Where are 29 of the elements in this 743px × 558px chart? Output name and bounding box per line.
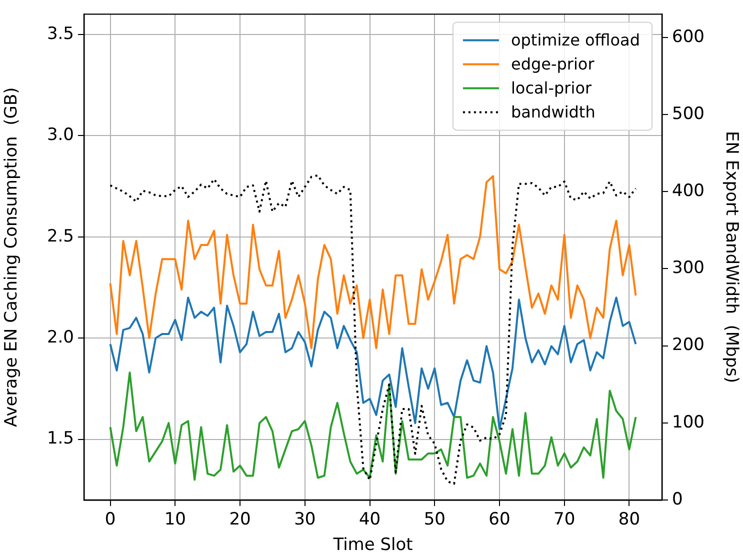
- x-tick-label: 80: [618, 510, 640, 530]
- x-tick-label: 20: [229, 510, 251, 530]
- y2-tick-label: 0: [672, 489, 683, 510]
- legend-label: local-prior: [510, 78, 592, 98]
- y-tick-label: 2.0: [46, 327, 74, 348]
- y-axis-title: Average EN Caching Consumption (GB): [2, 87, 22, 427]
- y-tick-label: 3.5: [46, 24, 74, 44]
- y2-axis-title: EN Export BandWidth (Mbps): [721, 131, 742, 384]
- x-tick-label: 0: [104, 510, 116, 530]
- y-tick-label: 3.0: [46, 125, 74, 146]
- y-tick-label: 1.5: [46, 428, 74, 449]
- y2-tick-label: 400: [672, 180, 704, 201]
- legend-label: edge-prior: [510, 54, 595, 74]
- y-tick-label: 2.5: [46, 226, 74, 246]
- x-tick-label: 60: [488, 510, 510, 530]
- x-tick-label: 10: [164, 510, 186, 530]
- y2-tick-label: 600: [672, 26, 704, 47]
- y2-tick-label: 200: [672, 335, 704, 356]
- line-series: [109, 174, 637, 485]
- legend-label: bandwidth: [510, 102, 596, 122]
- x-axis-title: Time Slot: [332, 535, 414, 556]
- y2-tick-label: 300: [672, 258, 704, 278]
- x-tick-label: 50: [424, 510, 446, 530]
- legend-label: optimize offload: [510, 30, 640, 50]
- y2-tick-label: 500: [672, 104, 704, 124]
- x-tick-label: 40: [358, 510, 381, 530]
- y2-tick-label: 100: [672, 412, 704, 432]
- x-tick-label: 70: [554, 510, 576, 530]
- x-tick-label: 30: [294, 510, 316, 530]
